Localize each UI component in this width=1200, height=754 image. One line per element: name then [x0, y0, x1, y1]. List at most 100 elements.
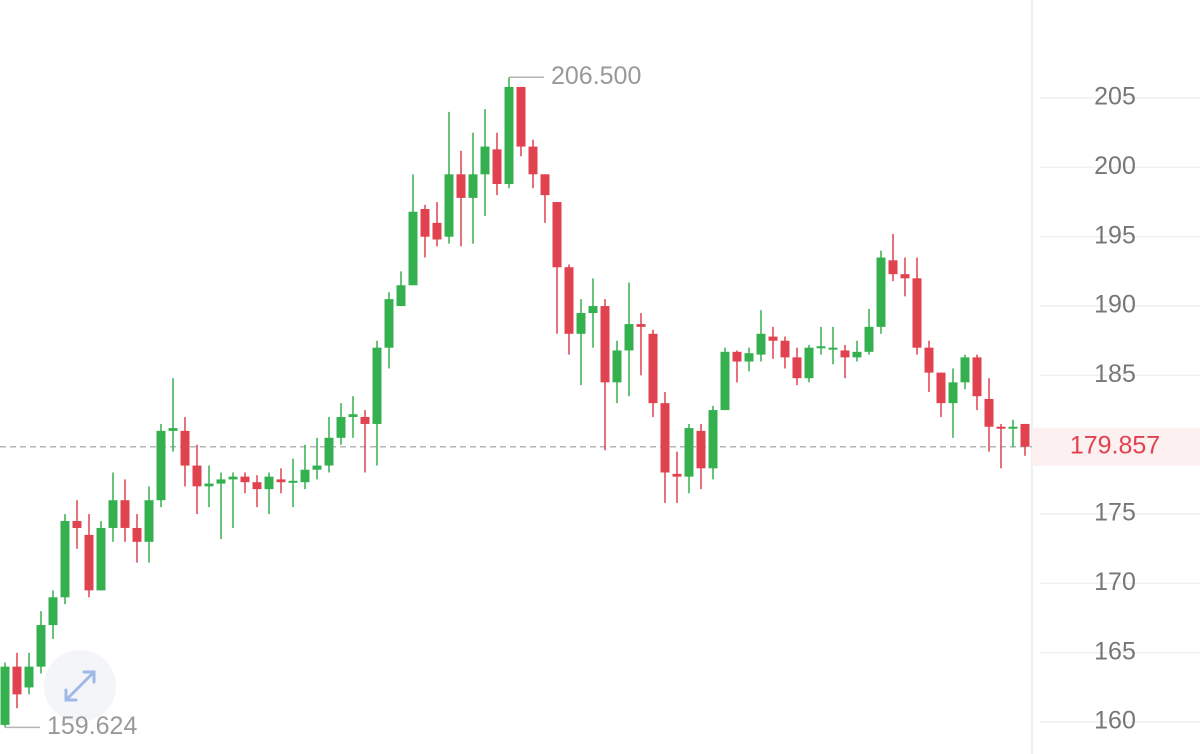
candle-body — [972, 357, 982, 397]
candle-body — [468, 174, 478, 198]
candle-body — [156, 430, 166, 501]
candle-body — [576, 312, 586, 334]
candle-body — [600, 306, 610, 383]
candle-body — [804, 347, 814, 379]
candle-body — [780, 340, 790, 358]
y-tick-label: 165 — [1094, 637, 1136, 665]
candle-body — [132, 527, 142, 542]
y-tick-label: 200 — [1094, 152, 1136, 180]
candle-body — [444, 174, 454, 237]
y-tick-label: 190 — [1094, 291, 1136, 319]
y-tick-label: 170 — [1094, 568, 1136, 596]
candle-body — [288, 480, 298, 483]
candle-body — [552, 202, 562, 268]
candle-body — [348, 414, 358, 418]
candle-body — [48, 597, 58, 626]
candle-body — [912, 278, 922, 348]
candle-body — [372, 347, 382, 424]
candle-body — [744, 353, 754, 362]
candle-body — [936, 372, 946, 404]
candle-body — [768, 336, 778, 341]
candle-body — [228, 476, 238, 480]
y-tick-label: 175 — [1094, 499, 1136, 527]
candle-body — [252, 482, 262, 490]
candle-body — [1008, 426, 1018, 429]
candle-body — [1020, 423, 1030, 447]
candle-body — [852, 351, 862, 358]
candle-body — [996, 426, 1006, 429]
expand-button[interactable] — [44, 650, 116, 722]
candle-body — [756, 333, 766, 355]
candle-body — [876, 257, 886, 327]
candle-body — [120, 500, 130, 528]
candle-body — [300, 469, 310, 483]
candle-body — [816, 346, 826, 349]
candle-body — [456, 174, 466, 198]
candle-body — [432, 222, 442, 240]
candle-body — [180, 430, 190, 466]
candle-body — [504, 86, 514, 185]
candle-body — [36, 625, 46, 667]
candle-body — [672, 473, 682, 477]
candle-body — [840, 350, 850, 358]
candle-body — [564, 267, 574, 334]
candle-body — [792, 357, 802, 379]
candle-body — [624, 324, 634, 351]
candle-body — [192, 465, 202, 487]
candle-body — [108, 500, 118, 528]
candle-body — [900, 274, 910, 279]
candle-body — [696, 430, 706, 469]
candle-body — [264, 476, 274, 490]
candle-body — [960, 357, 970, 383]
candle-body — [420, 208, 430, 237]
candle-body — [360, 417, 370, 424]
y-tick-label: 205 — [1094, 83, 1136, 111]
candle-body — [720, 351, 730, 411]
candle-body — [888, 260, 898, 275]
y-tick-label: 195 — [1094, 221, 1136, 249]
candle-body — [516, 86, 526, 147]
candle-body — [828, 347, 838, 350]
candle-body — [60, 521, 70, 598]
candle-body — [84, 534, 94, 591]
candle-body — [984, 398, 994, 427]
candle-body — [240, 476, 250, 483]
candle-body — [864, 326, 874, 352]
candle-body — [660, 403, 670, 473]
candle-body — [0, 666, 10, 725]
candle-body — [216, 479, 226, 484]
candle-body — [72, 521, 82, 528]
candle-body — [24, 666, 34, 688]
candle-body — [612, 350, 622, 383]
candle-body — [540, 174, 550, 196]
candle-body — [648, 333, 658, 404]
candle-body — [492, 149, 502, 185]
candle-body — [732, 351, 742, 362]
candle-body — [684, 428, 694, 477]
candle-body — [924, 347, 934, 373]
candle-body — [12, 666, 22, 695]
candle-body — [948, 382, 958, 404]
y-tick-label: 160 — [1094, 707, 1136, 735]
candle-body — [384, 299, 394, 348]
candle-body — [588, 306, 598, 313]
candle-body — [96, 527, 106, 591]
candle-body — [528, 146, 538, 175]
last-price-bg — [1032, 427, 1200, 466]
candle-body — [636, 324, 646, 327]
candle-body — [408, 211, 418, 286]
low-marker-label: 159.624 — [47, 712, 137, 740]
candle-body — [204, 483, 214, 487]
last-price-label: 179.857 — [1070, 431, 1160, 459]
candle-body — [144, 500, 154, 542]
candle-body — [312, 465, 322, 470]
candle-body — [480, 146, 490, 175]
candle-body — [708, 410, 718, 469]
high-marker-label: 206.500 — [551, 62, 641, 90]
candle-body — [336, 417, 346, 438]
expand-icon[interactable] — [64, 670, 96, 702]
y-tick-label: 185 — [1094, 360, 1136, 388]
candle-body — [276, 479, 286, 483]
candle-body — [396, 285, 406, 307]
